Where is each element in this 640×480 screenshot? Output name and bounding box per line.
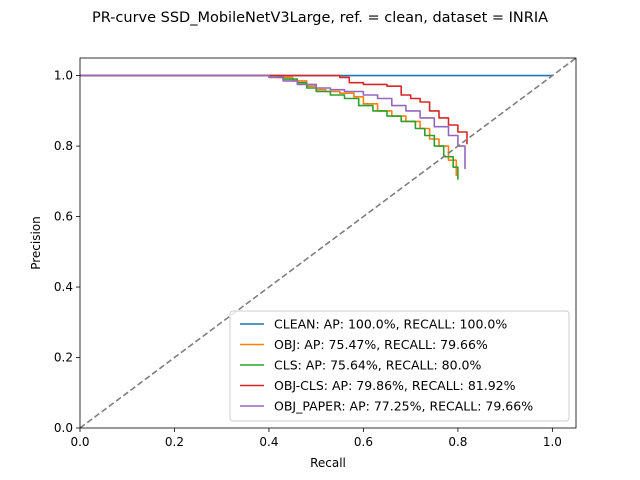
y-tick-label: 0.2 [54, 351, 73, 365]
x-tick-label: 0.6 [354, 435, 373, 449]
x-tick-label: 0.4 [259, 435, 278, 449]
y-tick-label: 0.6 [54, 210, 73, 224]
series-line-obj-cls [80, 74, 468, 145]
legend: CLEAN: AP: 100.0%, RECALL: 100.0% OBJ: AP… [229, 310, 570, 422]
legend-entry-label: OBJ: AP: 75.47%, RECALL: 79.66% [274, 337, 488, 352]
legend-entry-label: CLS: AP: 75.64%, RECALL: 80.0% [274, 358, 482, 373]
y-tick-label: 1.0 [54, 69, 73, 83]
chart-title: PR-curve SSD_MobileNetV3Large, ref. = cl… [92, 10, 548, 26]
x-tick-label: 1.0 [543, 435, 562, 449]
axes-frame [79, 57, 577, 429]
x-tick-label: 0.0 [70, 435, 89, 449]
reference-diagonal-line [80, 58, 576, 428]
series-line-cls [80, 74, 459, 180]
legend-entry-label: OBJ-CLS: AP: 79.86%, RECALL: 81.92% [274, 378, 516, 393]
y-axis: 0.0 0.2 0.4 0.6 0.8 1.0 [54, 69, 80, 435]
legend-entry-label: CLEAN: AP: 100.0%, RECALL: 100.0% [274, 317, 507, 332]
y-axis-label: Precision [29, 216, 43, 270]
x-tick-label: 0.2 [165, 435, 184, 449]
x-axis-label: Recall [310, 456, 346, 470]
legend-box [229, 310, 570, 422]
legend-entry-label: OBJ_PAPER: AP: 77.25%, RECALL: 79.66% [274, 399, 533, 414]
y-tick-label: 0.8 [54, 139, 73, 153]
x-tick-label: 0.8 [448, 435, 467, 449]
series-layer [80, 58, 576, 428]
y-tick-label: 0.4 [54, 280, 73, 294]
x-axis: 0.0 0.2 0.4 0.6 0.8 1.0 [70, 428, 562, 449]
y-tick-label: 0.0 [54, 421, 73, 435]
series-line-obj-paper [80, 74, 466, 169]
